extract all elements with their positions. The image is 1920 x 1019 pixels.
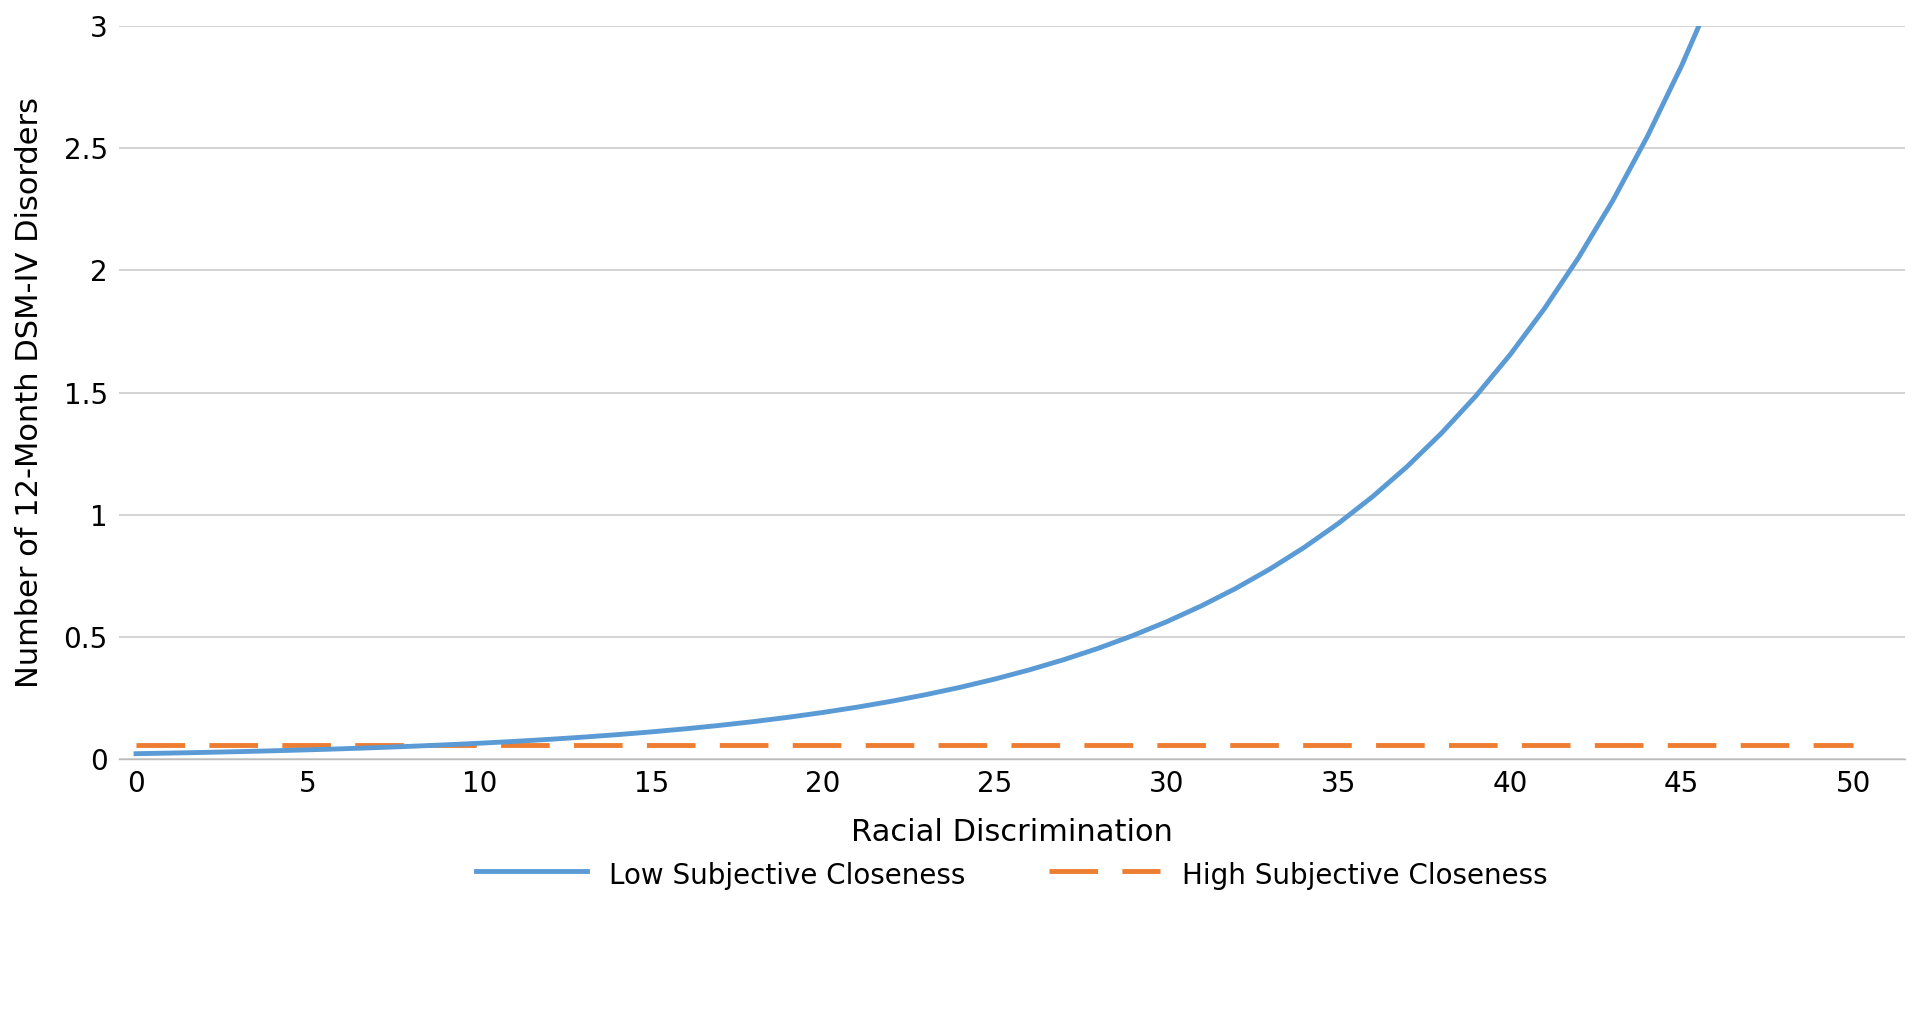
Low Subjective Closeness (125, 748, 148, 760)
Low Subjective Closeness (639, 726, 662, 738)
Line: Low Subjective Closeness: Low Subjective Closeness (136, 0, 1853, 754)
High Subjective Closeness (503, 739, 526, 751)
Low Subjective Closeness (674, 722, 697, 735)
High Subjective Closeness (1807, 739, 1830, 751)
High Subjective Closeness (639, 739, 662, 751)
High Subjective Closeness (1841, 739, 1864, 751)
Low Subjective Closeness (1258, 564, 1281, 576)
Legend: Low Subjective Closeness, High Subjective Closeness: Low Subjective Closeness, High Subjectiv… (476, 858, 1548, 892)
Y-axis label: Number of 12-Month DSM-IV Disorders: Number of 12-Month DSM-IV Disorders (15, 97, 44, 688)
High Subjective Closeness (674, 739, 697, 751)
Low Subjective Closeness (503, 736, 526, 748)
High Subjective Closeness (1361, 739, 1384, 751)
High Subjective Closeness (1258, 739, 1281, 751)
High Subjective Closeness (125, 739, 148, 751)
Low Subjective Closeness (1361, 490, 1384, 502)
X-axis label: Racial Discrimination: Racial Discrimination (851, 817, 1173, 847)
